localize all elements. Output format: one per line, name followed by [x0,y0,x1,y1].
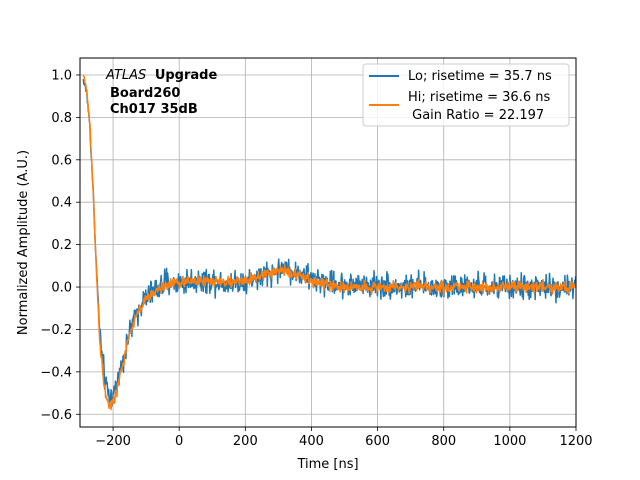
axis-ticks: −200 0 200 400 600 800 1000 1200 −0.6 −0.4 −0.2 0.0… [40,68,592,449]
y-tick-label: 0.8 [51,111,72,126]
x-tick-label: 800 [431,434,456,449]
legend: Lo; risetime = 35.7 ns Hi; risetime = 36… [362,63,570,127]
legend-label-lo: Lo; risetime = 35.7 ns [408,69,552,84]
x-axis-label: Time [ns] [296,457,358,472]
y-tick-label: 0.0 [51,281,72,296]
x-tick-label: 400 [299,434,324,449]
y-tick-label: 1.0 [51,68,72,83]
annotation-channel: Ch017 35dB [110,102,198,117]
x-tick-label: 1000 [493,434,526,449]
x-tick-label: −200 [95,434,131,449]
y-tick-label: −0.6 [40,408,72,423]
annotation-board: Board260 [110,86,180,101]
atlas-annotation: ATLAS Upgrade Board260 Ch017 35dB [105,68,217,117]
annotation-upgrade: Upgrade [155,68,218,83]
plot-frame [79,57,577,428]
legend-box [362,63,570,127]
y-tick-label: 0.2 [51,238,72,253]
x-tick-label: 600 [365,434,390,449]
x-tick-label: 0 [175,434,183,449]
series-line-hi [82,74,576,411]
y-axis-label: Normalized Amplitude (A.U.) [16,150,31,335]
y-tick-label: 0.4 [51,196,72,211]
y-tick-label: −0.4 [40,365,72,380]
legend-label-hi: Hi; risetime = 36.6 ns [408,90,550,105]
x-tick-label: 200 [233,434,258,449]
y-tick-label: −0.2 [40,323,72,338]
annotation-experiment: ATLAS [105,68,146,83]
y-tick-label: 0.6 [51,153,72,168]
series-group [82,74,576,411]
legend-label-hi-gain-ratio: Gain Ratio = 22.197 [408,108,544,123]
x-tick-label: 1200 [559,434,592,449]
svg-text:ATLAS Upgrade: ATLAS Upgrade [105,68,217,83]
